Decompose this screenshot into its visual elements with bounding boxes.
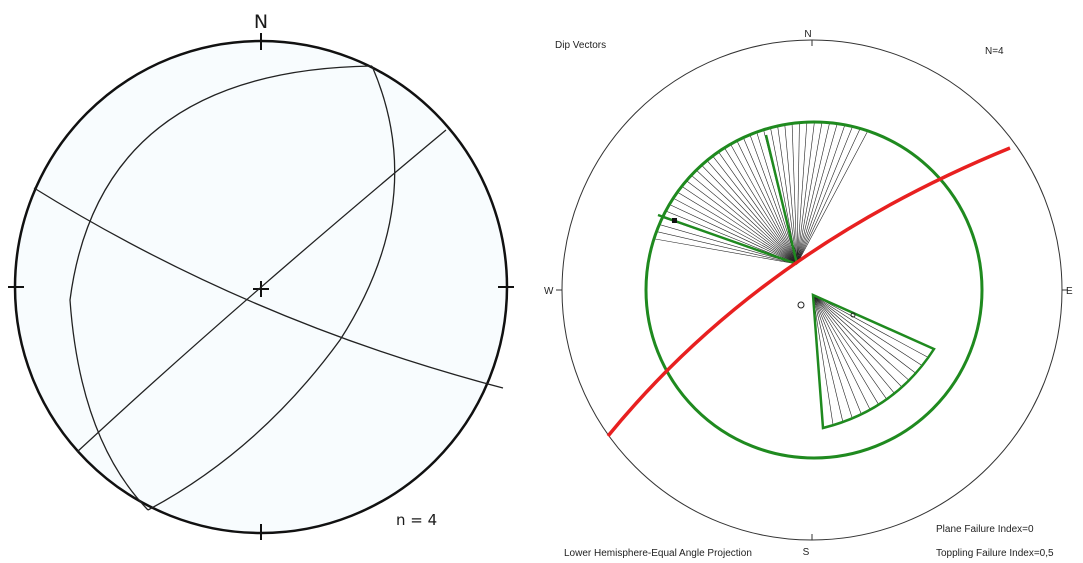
fan-line [796, 122, 858, 265]
toppling-fan-line [812, 294, 844, 423]
great-circle-2 [76, 129, 447, 453]
center-circle-marker [797, 301, 805, 309]
fan-line [646, 181, 798, 265]
toppling-fan-line [812, 294, 888, 400]
fan-line [680, 122, 798, 265]
toppling-fan-line [812, 294, 910, 381]
right-stereonet: N S W E Dip Vectors N=4 Lower Hemisphere… [544, 29, 1073, 559]
mean-pole-marker [850, 312, 856, 318]
right-west-label: W [544, 286, 554, 297]
fan-line [646, 170, 798, 265]
right-east-label: E [1066, 286, 1073, 297]
fan-line [796, 122, 847, 265]
right-south-label: S [803, 547, 810, 558]
left-north-label: N [254, 11, 268, 33]
fan-line [661, 122, 798, 265]
fan-line [646, 225, 798, 265]
right-net-circle [561, 39, 1063, 541]
dip-vectors-title: Dip Vectors [555, 40, 606, 51]
toppling-fan-line [812, 294, 895, 394]
fan-line [796, 122, 802, 265]
toppling-fan-line [812, 294, 879, 405]
fan-line [789, 122, 798, 265]
great-circle-3 [69, 65, 373, 511]
fan-line [754, 122, 798, 265]
toppling-wedge-outline [811, 293, 936, 430]
fan-line [710, 122, 798, 265]
fan-line [766, 122, 798, 265]
fan-line [646, 140, 798, 265]
fan-line [646, 150, 798, 265]
fan-line [796, 122, 880, 265]
left-stereonet: N n = 4 [8, 11, 514, 540]
fan-line [796, 122, 869, 265]
toppling-fan-line [812, 294, 834, 426]
projection-label: Lower Hemisphere-Equal Angle Projection [564, 548, 752, 559]
fan-line [690, 122, 798, 265]
fan-line [700, 122, 798, 265]
fan-line [777, 122, 798, 265]
toppling-fan-line [812, 294, 916, 374]
toppling-fan-line [812, 294, 853, 419]
green-ray-2 [657, 213, 798, 266]
toppling-fan-line [812, 294, 923, 366]
right-north-label: N [804, 29, 811, 40]
fan-line [796, 122, 836, 265]
plane-failure-index: Plane Failure Index=0 [936, 524, 1034, 535]
daylight-great-circle [606, 146, 1011, 438]
fan-line [646, 122, 798, 265]
toppling-failure-index: Toppling Failure Index=0,5 [936, 548, 1054, 559]
fan-line [732, 122, 798, 265]
fan-line [796, 122, 891, 265]
fan-line [796, 122, 825, 265]
toppling-fan-line [812, 294, 871, 410]
upper-fan-lines [646, 122, 901, 265]
green-ray-1 [764, 134, 799, 265]
toppling-fan-line [812, 294, 862, 415]
pole-marker [672, 218, 677, 223]
left-count-label: n = 4 [396, 511, 437, 529]
fan-line [646, 203, 798, 265]
great-circle-1 [33, 187, 504, 389]
fan-line [721, 122, 798, 265]
fan-line [670, 122, 798, 265]
right-count-label: N=4 [985, 46, 1004, 57]
fan-line [646, 122, 798, 265]
fan-line [646, 214, 798, 265]
fan-line [646, 160, 798, 265]
left-center-cross [253, 281, 269, 297]
toppling-fan-line [812, 294, 929, 358]
toppling-fan-line [812, 294, 903, 388]
fan-line [796, 122, 901, 265]
great-circle-4 [147, 65, 396, 511]
fan-line [796, 122, 813, 265]
friction-cone-circle [644, 120, 984, 460]
